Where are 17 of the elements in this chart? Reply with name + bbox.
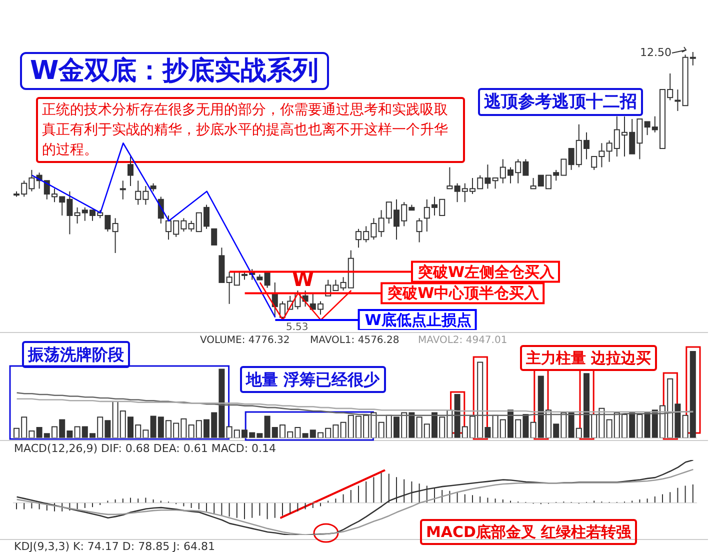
text: 5.53 (286, 321, 308, 334)
annotation: 主力柱量 边拉边买 (520, 345, 658, 371)
ref-line-label: 突破W中心顶半仓买入 (386, 284, 540, 302)
text: MAVOL2: 4947.01 (418, 334, 508, 347)
annotation: 12.50 (640, 46, 672, 60)
text: MAVOL1: 4576.28 (310, 334, 400, 347)
text: KDJ(9,3,3) K: 74.17 D: 78.85 J: 64.81 (14, 540, 215, 552)
annotation: MACD底部金叉 红绿柱若转强 (420, 519, 638, 545)
ref-line-label: W底低点止损点 (364, 311, 472, 329)
annotation: 正统的技术分析存在很多无用的部分，你需要通过思考和实践吸取真正有利于实战的精华，抄底水平的提高也也离不开这样一个升华的过程。 (36, 97, 465, 163)
text: VOLUME: 4776.32 (200, 334, 290, 347)
ref-line-label: 突破W左侧全仓买入 (417, 262, 556, 281)
text: MACD(12,26,9) DIF: 0.68 DEA: 0.61 MACD: 0.14 (14, 442, 276, 456)
annotation: 逃顶参考逃顶十二招 (478, 88, 643, 116)
chart-title: W金双底：抄底实战系列 (20, 52, 329, 90)
annotation: 振荡洗牌阶段 (22, 341, 130, 368)
annotation: 地量 浮筹已经很少 (240, 366, 386, 393)
